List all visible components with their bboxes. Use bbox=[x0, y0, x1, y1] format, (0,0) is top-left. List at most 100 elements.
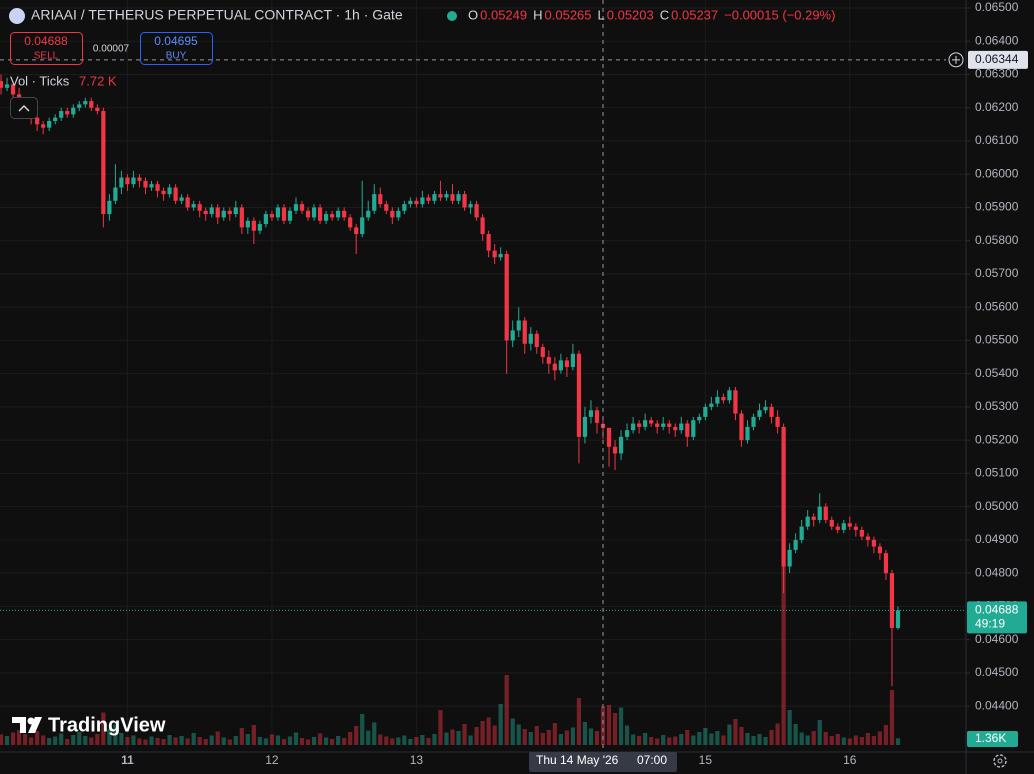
volume-bar bbox=[16, 730, 22, 745]
add-alert-button[interactable] bbox=[948, 52, 964, 68]
volume-bar bbox=[522, 729, 527, 745]
volume-bar bbox=[378, 734, 383, 745]
y-tick-label: 0.06400 bbox=[975, 33, 1019, 47]
volume-bar bbox=[155, 738, 160, 745]
volume-bar bbox=[143, 739, 148, 745]
volume-bar bbox=[468, 735, 473, 745]
volume-bar bbox=[498, 704, 503, 745]
settings-icon-center[interactable] bbox=[997, 758, 1003, 764]
candle-body bbox=[185, 197, 190, 208]
candle-body bbox=[420, 197, 425, 205]
volume-bar bbox=[209, 735, 214, 745]
candle-body bbox=[775, 416, 780, 427]
candle-body bbox=[853, 526, 858, 530]
candle-body bbox=[576, 353, 582, 437]
sell-button[interactable] bbox=[10, 32, 83, 65]
buy-price[interactable]: 0.04695 bbox=[154, 34, 198, 48]
volume-bar bbox=[396, 737, 401, 745]
volume-bar bbox=[787, 710, 792, 745]
candle-body bbox=[414, 200, 419, 205]
candle-body bbox=[655, 423, 660, 427]
candle-body bbox=[299, 204, 305, 211]
overlay bbox=[0, 0, 966, 752]
candle-body bbox=[305, 210, 311, 218]
volume-bar bbox=[552, 723, 557, 745]
volume-bar bbox=[263, 738, 269, 745]
volume-bar bbox=[233, 736, 238, 745]
volume-bar bbox=[486, 717, 491, 745]
volume-bar bbox=[59, 733, 64, 745]
candle-body bbox=[65, 111, 70, 115]
y-tick-label: 0.06200 bbox=[975, 100, 1019, 114]
candle-body bbox=[588, 410, 594, 417]
volume-bar bbox=[877, 731, 883, 745]
volume-legend-value: 7.72 K bbox=[79, 73, 117, 88]
watermark-logo-dot bbox=[27, 717, 35, 725]
volume-bar bbox=[203, 739, 208, 745]
candle-body bbox=[384, 204, 389, 211]
add-alert-icon[interactable] bbox=[952, 55, 960, 64]
candle-body bbox=[281, 207, 287, 221]
candle-body bbox=[793, 539, 798, 550]
volume-bar bbox=[504, 675, 509, 745]
volume-bar bbox=[685, 730, 690, 745]
candle-body bbox=[155, 184, 160, 191]
candle-body bbox=[673, 426, 678, 431]
candle-body bbox=[438, 194, 443, 198]
candle-body bbox=[0, 81, 4, 88]
volume-bar bbox=[372, 722, 377, 745]
candle-body bbox=[275, 207, 281, 218]
candle-body bbox=[649, 420, 654, 424]
volume-bar bbox=[197, 737, 202, 745]
candle-body bbox=[522, 320, 527, 344]
sell-label[interactable]: SELL bbox=[34, 51, 59, 62]
sell-price[interactable]: 0.04688 bbox=[24, 34, 68, 48]
volume-bar bbox=[221, 737, 226, 745]
candle-body bbox=[516, 320, 521, 331]
volume-bar bbox=[342, 738, 347, 745]
candle-body bbox=[233, 207, 238, 215]
volume-bar bbox=[107, 729, 112, 745]
settings-icon[interactable] bbox=[993, 754, 1007, 768]
volume-bar bbox=[348, 732, 353, 745]
collapse-icon[interactable] bbox=[18, 104, 30, 112]
volume-bar bbox=[594, 731, 600, 745]
candle-body bbox=[450, 194, 455, 201]
volume-bar bbox=[77, 732, 82, 745]
volume-bar bbox=[835, 734, 840, 745]
buy-label[interactable]: BUY bbox=[166, 51, 187, 62]
legend-value: 0.05265 bbox=[545, 7, 592, 22]
volume-bar bbox=[751, 736, 756, 745]
candle-body bbox=[4, 84, 10, 88]
volume-bar bbox=[649, 737, 654, 745]
volume-bar bbox=[281, 739, 287, 745]
volume-bar bbox=[113, 724, 118, 745]
candle-body bbox=[269, 214, 275, 218]
volume-bar bbox=[269, 734, 275, 745]
candle-body bbox=[480, 217, 485, 235]
candle-body bbox=[432, 194, 437, 201]
volume-bar bbox=[817, 720, 822, 745]
candle-body bbox=[757, 410, 762, 417]
candle-body bbox=[161, 190, 166, 195]
volume-bar bbox=[781, 565, 786, 745]
chart-title[interactable]: ARIAAI / TETHERUS PERPETUAL CONTRACT · 1… bbox=[31, 7, 403, 23]
candle-body bbox=[498, 253, 503, 258]
volume-bar bbox=[871, 736, 877, 745]
candle-body bbox=[751, 416, 756, 427]
candle-body bbox=[173, 187, 178, 201]
volume-bar bbox=[10, 732, 16, 745]
candle-body bbox=[336, 210, 341, 218]
buy-button[interactable] bbox=[140, 32, 213, 65]
x-tick-label: 11 bbox=[121, 753, 134, 767]
volume-bar bbox=[426, 738, 431, 745]
candle-body bbox=[811, 516, 816, 520]
symbol-icon[interactable] bbox=[9, 8, 25, 24]
candle-body bbox=[624, 430, 630, 437]
collapse-button[interactable] bbox=[10, 97, 38, 119]
volume-bar bbox=[492, 725, 497, 745]
candle-body bbox=[510, 330, 515, 341]
candle-body bbox=[227, 210, 232, 215]
x-tick-label: 13 bbox=[410, 753, 424, 767]
volume-bar bbox=[35, 731, 40, 745]
